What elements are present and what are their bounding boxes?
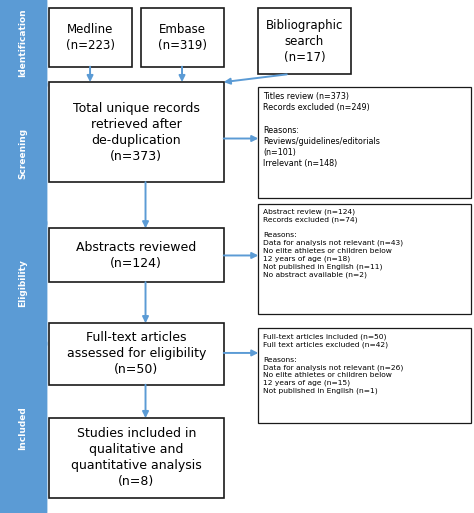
Text: Full-text articles included (n=50)
Full text articles excluded (n=42)

Reasons:
: Full-text articles included (n=50) Full …	[263, 333, 403, 394]
Text: Screening: Screening	[18, 128, 27, 180]
Text: Medline
(n=223): Medline (n=223)	[66, 23, 115, 52]
FancyBboxPatch shape	[0, 0, 47, 91]
Text: Bibliographic
search
(n=17): Bibliographic search (n=17)	[266, 18, 343, 64]
FancyBboxPatch shape	[49, 82, 224, 182]
FancyBboxPatch shape	[49, 8, 132, 67]
Text: Abstracts reviewed
(n=124): Abstracts reviewed (n=124)	[76, 241, 196, 270]
Text: Studies included in
qualitative and
quantitative analysis
(n=8): Studies included in qualitative and quan…	[71, 427, 201, 488]
FancyBboxPatch shape	[49, 228, 224, 282]
FancyBboxPatch shape	[0, 338, 47, 513]
Text: Titles review (n=373)
Records excluded (n=249)

Reasons:
Reviews/guidelines/edit: Titles review (n=373) Records excluded (…	[263, 92, 380, 168]
FancyBboxPatch shape	[258, 8, 351, 74]
Text: Embase
(n=319): Embase (n=319)	[158, 23, 207, 52]
Text: Abstract review (n=124)
Records excluded (n=74)

Reasons:
Data for analysis not : Abstract review (n=124) Records excluded…	[263, 209, 403, 278]
FancyBboxPatch shape	[258, 87, 471, 198]
Text: Identification: Identification	[18, 9, 27, 77]
FancyBboxPatch shape	[141, 8, 224, 67]
Text: Full-text articles
assessed for eligibility
(n=50): Full-text articles assessed for eligibil…	[66, 331, 206, 377]
FancyBboxPatch shape	[258, 204, 471, 314]
Text: Total unique records
retrieved after
de-duplication
(n=373): Total unique records retrieved after de-…	[73, 102, 200, 163]
FancyBboxPatch shape	[0, 78, 47, 229]
FancyBboxPatch shape	[0, 217, 47, 350]
Text: Included: Included	[18, 406, 27, 450]
Text: Eligibility: Eligibility	[18, 260, 27, 307]
FancyBboxPatch shape	[258, 328, 471, 423]
FancyBboxPatch shape	[49, 323, 224, 385]
FancyBboxPatch shape	[49, 418, 224, 498]
